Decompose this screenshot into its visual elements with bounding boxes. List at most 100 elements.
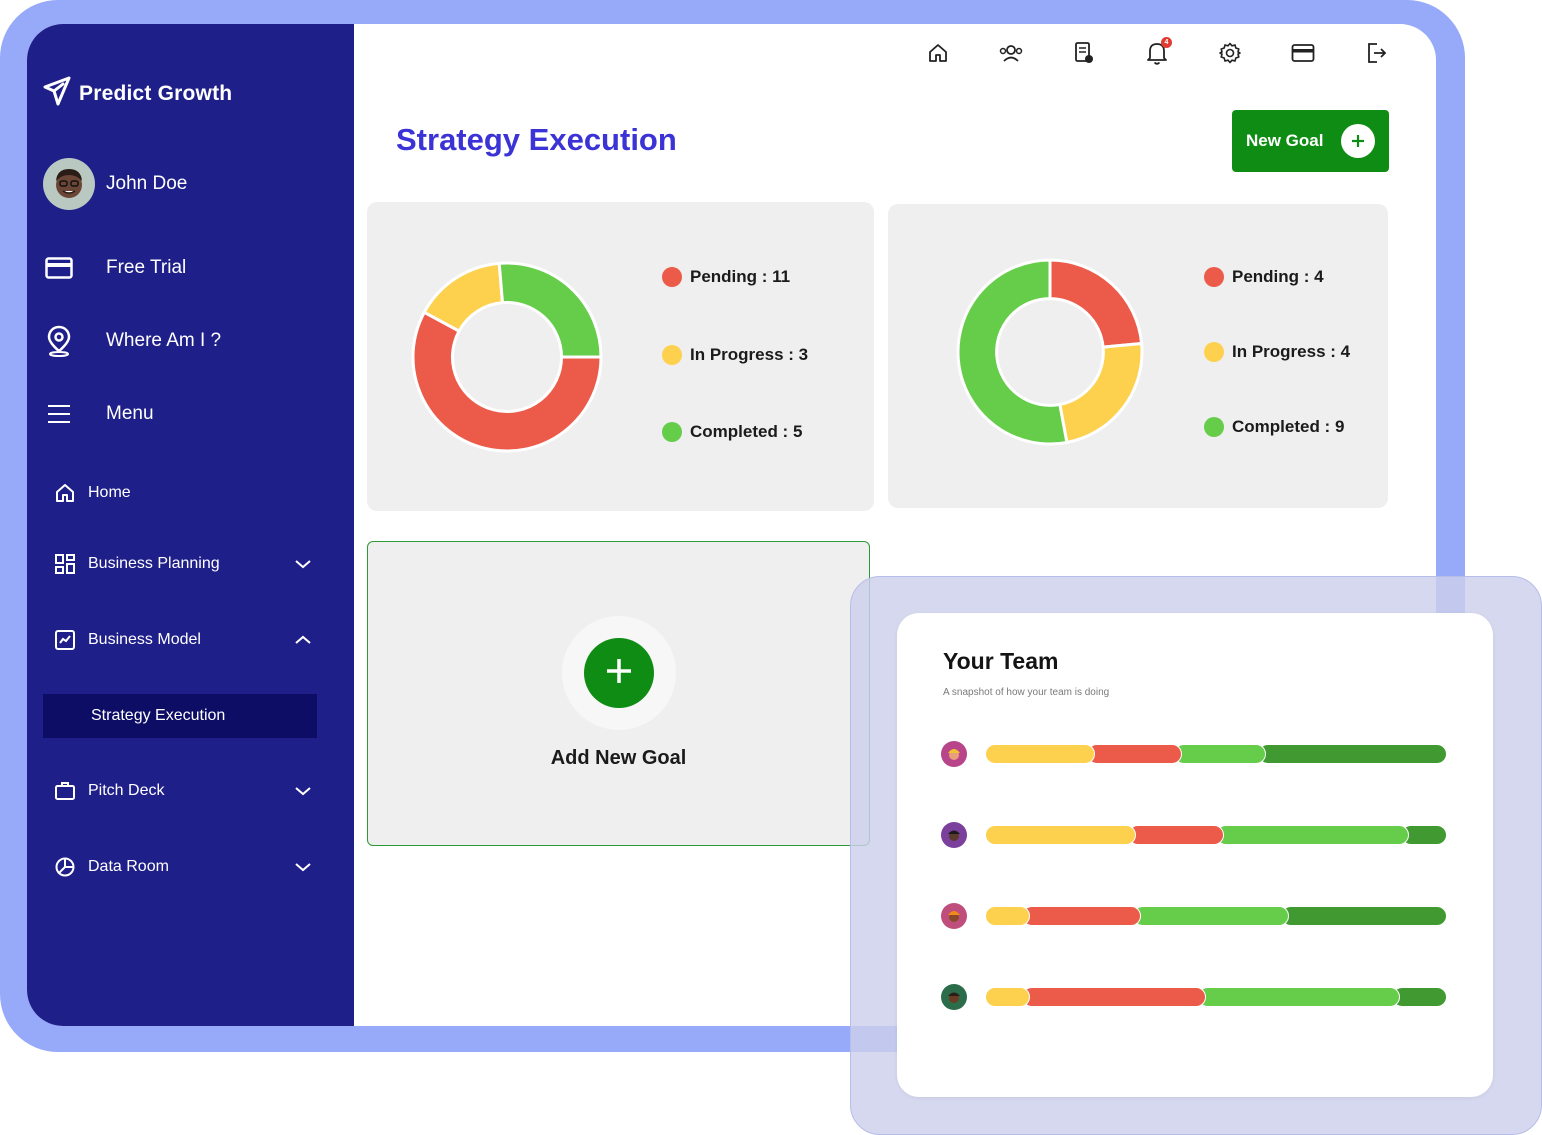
home-icon[interactable] <box>923 38 953 68</box>
goal-status-card-2: Pending : 4 In Progress : 4 Completed : … <box>888 204 1388 508</box>
nav-item-business-planning[interactable]: Business Planning <box>53 552 313 576</box>
plus-icon <box>604 656 634 691</box>
add-goal-button[interactable] <box>584 638 654 708</box>
team-title: Your Team <box>943 648 1059 674</box>
progress-segment-completed <box>1197 987 1400 1007</box>
plus-icon <box>1341 124 1375 158</box>
legend-dot-pending <box>662 267 682 287</box>
team-member-row[interactable] <box>941 983 1447 1011</box>
nav-sub-item-strategy-execution[interactable]: Strategy Execution <box>43 694 317 738</box>
nav-item-label: Home <box>88 484 131 501</box>
progress-segment-pending <box>1021 906 1141 926</box>
chevron-up-icon[interactable] <box>293 630 313 650</box>
user-profile[interactable]: John Doe <box>43 158 187 210</box>
logout-icon[interactable] <box>1361 38 1391 68</box>
add-new-goal-card[interactable]: Add New Goal <box>367 541 870 846</box>
sidebar-item-label: Menu <box>106 403 154 424</box>
nav-item-label: Pitch Deck <box>88 782 165 799</box>
donut-chart-2 <box>956 258 1144 446</box>
donut-slice-pending <box>411 310 603 453</box>
progress-segment-in-progress <box>985 825 1137 845</box>
chevron-down-icon[interactable] <box>293 554 313 574</box>
chevron-down-icon[interactable] <box>293 857 313 877</box>
chevron-down-icon[interactable] <box>293 781 313 801</box>
member-avatar <box>941 741 967 767</box>
donut-slice-completed <box>956 258 1069 446</box>
page-title: Strategy Execution <box>396 122 677 157</box>
legend-completed: Completed : 9 <box>1204 417 1344 437</box>
user-name: John Doe <box>106 173 188 194</box>
progress-segment-in-progress <box>985 987 1030 1007</box>
legend-dot-pending <box>1204 267 1224 287</box>
new-goal-button[interactable]: New Goal <box>1232 110 1389 172</box>
nav-item-pitch-deck[interactable]: Pitch Deck <box>53 779 313 803</box>
avatar <box>43 158 95 210</box>
member-progress-bar <box>985 744 1447 764</box>
team-member-row[interactable] <box>941 902 1447 930</box>
member-progress-bar <box>985 825 1447 845</box>
legend-label: Pending : 4 <box>1232 267 1324 286</box>
progress-segment-completed <box>1132 906 1289 926</box>
team-member-row[interactable] <box>941 740 1447 768</box>
goal-status-card-1: Pending : 11 In Progress : 3 Completed :… <box>367 202 874 511</box>
nav-item-label: Business Planning <box>88 555 220 572</box>
legend-dot-completed <box>1204 417 1224 437</box>
brand-name: Predict Growth <box>79 81 233 105</box>
legend-label: In Progress : 3 <box>690 345 809 364</box>
member-progress-bar <box>985 987 1447 1007</box>
sidebar-item-menu[interactable]: Menu <box>43 398 154 430</box>
sidebar-item-label: Where Am I ? <box>106 330 222 351</box>
progress-segment-pending <box>1086 744 1183 764</box>
legend-in-progress: In Progress : 4 <box>1204 342 1350 362</box>
donut-slice-completed <box>497 261 603 359</box>
team-card: Your Team A snapshot of how your team is… <box>897 613 1493 1097</box>
nav-item-data-room[interactable]: Data Room <box>53 855 313 879</box>
legend-pending: Pending : 4 <box>1204 267 1324 287</box>
progress-segment-completed-dark <box>1280 906 1447 926</box>
legend-label: Completed : 9 <box>1232 417 1345 436</box>
sidebar-item-label: Free Trial <box>106 257 187 278</box>
donut-slice-pending <box>1048 258 1144 349</box>
pie-chart-icon <box>53 855 77 879</box>
new-goal-label: New Goal <box>1246 131 1324 150</box>
legend-label: Completed : 5 <box>690 422 803 441</box>
hamburger-menu-icon <box>43 398 75 430</box>
bell-icon[interactable]: 4 <box>1142 37 1172 68</box>
report-icon[interactable] <box>1069 38 1099 68</box>
team-member-row[interactable] <box>941 821 1447 849</box>
dashboard-grid-icon <box>53 552 77 576</box>
app-screen: Predict Growth John Doe Free Trial <box>27 24 1436 1026</box>
progress-segment-completed <box>1216 825 1409 845</box>
sidebar-item-free-trial[interactable]: Free Trial <box>43 252 186 284</box>
top-icon-bar: 4 <box>923 37 1434 68</box>
legend-completed: Completed : 5 <box>662 422 802 442</box>
donut-slice-in-progress <box>1058 341 1144 445</box>
line-chart-icon <box>53 628 77 652</box>
progress-segment-completed <box>1174 744 1266 764</box>
brand[interactable]: Predict Growth <box>43 76 232 111</box>
legend-in-progress: In Progress : 3 <box>662 345 808 365</box>
home-icon <box>53 481 77 505</box>
legend-label: Pending : 11 <box>690 267 791 286</box>
progress-segment-pending <box>1021 987 1206 1007</box>
progress-segment-completed-dark <box>1391 987 1447 1007</box>
legend-dot-completed <box>662 422 682 442</box>
nav-sub-item-label: Strategy Execution <box>91 707 226 724</box>
notification-badge: 4 <box>1161 37 1172 48</box>
legend-dot-in-progress <box>662 345 682 365</box>
member-avatar <box>941 822 967 848</box>
paper-plane-logo-icon <box>43 76 71 111</box>
nav-item-label: Business Model <box>88 631 201 648</box>
member-avatar <box>941 984 967 1010</box>
nav-item-label: Data Room <box>88 858 169 875</box>
add-new-goal-label: Add New Goal <box>550 747 687 769</box>
nav-item-home[interactable]: Home <box>53 481 313 505</box>
credit-card-icon[interactable] <box>1288 38 1318 68</box>
progress-segment-pending <box>1128 825 1224 845</box>
gear-icon[interactable] <box>1215 38 1245 68</box>
team-icon[interactable] <box>996 38 1026 68</box>
member-progress-bar <box>985 906 1447 926</box>
nav-item-business-model[interactable]: Business Model <box>53 628 313 652</box>
sidebar-item-where-am-i[interactable]: Where Am I ? <box>43 325 221 357</box>
legend-label: In Progress : 4 <box>1232 342 1351 361</box>
